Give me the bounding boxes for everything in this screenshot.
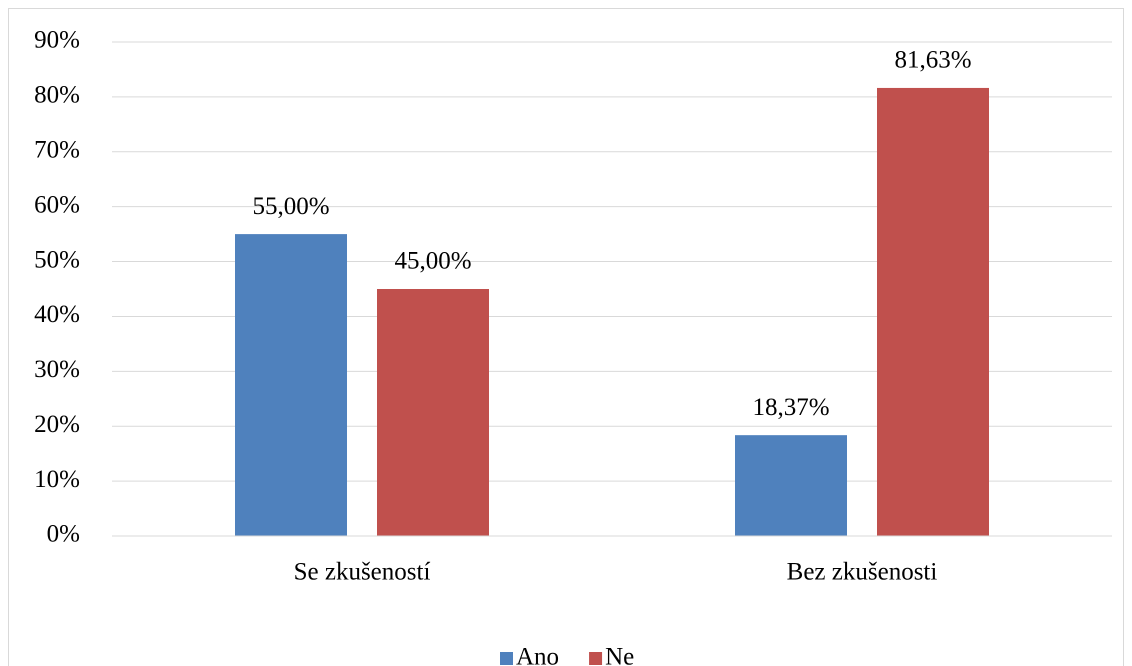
- x-tick-label: Bez zkušenosti: [787, 559, 938, 586]
- data-label: 55,00%: [252, 193, 329, 220]
- y-tick-label: 20%: [34, 411, 80, 438]
- legend-label: Ano: [516, 644, 559, 666]
- y-tick-label: 80%: [34, 82, 80, 109]
- bar: [877, 87, 989, 536]
- bar: [377, 289, 489, 536]
- bar: [235, 234, 347, 536]
- y-tick-label: 30%: [34, 356, 80, 383]
- y-tick-label: 90%: [34, 27, 80, 54]
- legend-swatch: [500, 652, 513, 665]
- y-tick-label: 0%: [47, 521, 80, 548]
- x-tick-label: Se zkušeností: [294, 559, 431, 586]
- y-tick-label: 70%: [34, 137, 80, 164]
- y-tick-label: 60%: [34, 191, 80, 218]
- y-tick-label: 50%: [34, 246, 80, 273]
- chart-border: [8, 8, 1124, 666]
- legend-swatch: [589, 652, 603, 665]
- bar: [735, 435, 847, 536]
- data-label: 81,63%: [894, 47, 971, 74]
- y-tick-label: 10%: [34, 466, 80, 493]
- data-label: 18,37%: [752, 394, 829, 421]
- data-label: 45,00%: [394, 248, 471, 275]
- y-tick-label: 40%: [34, 301, 80, 328]
- legend-label: Ne: [605, 644, 634, 666]
